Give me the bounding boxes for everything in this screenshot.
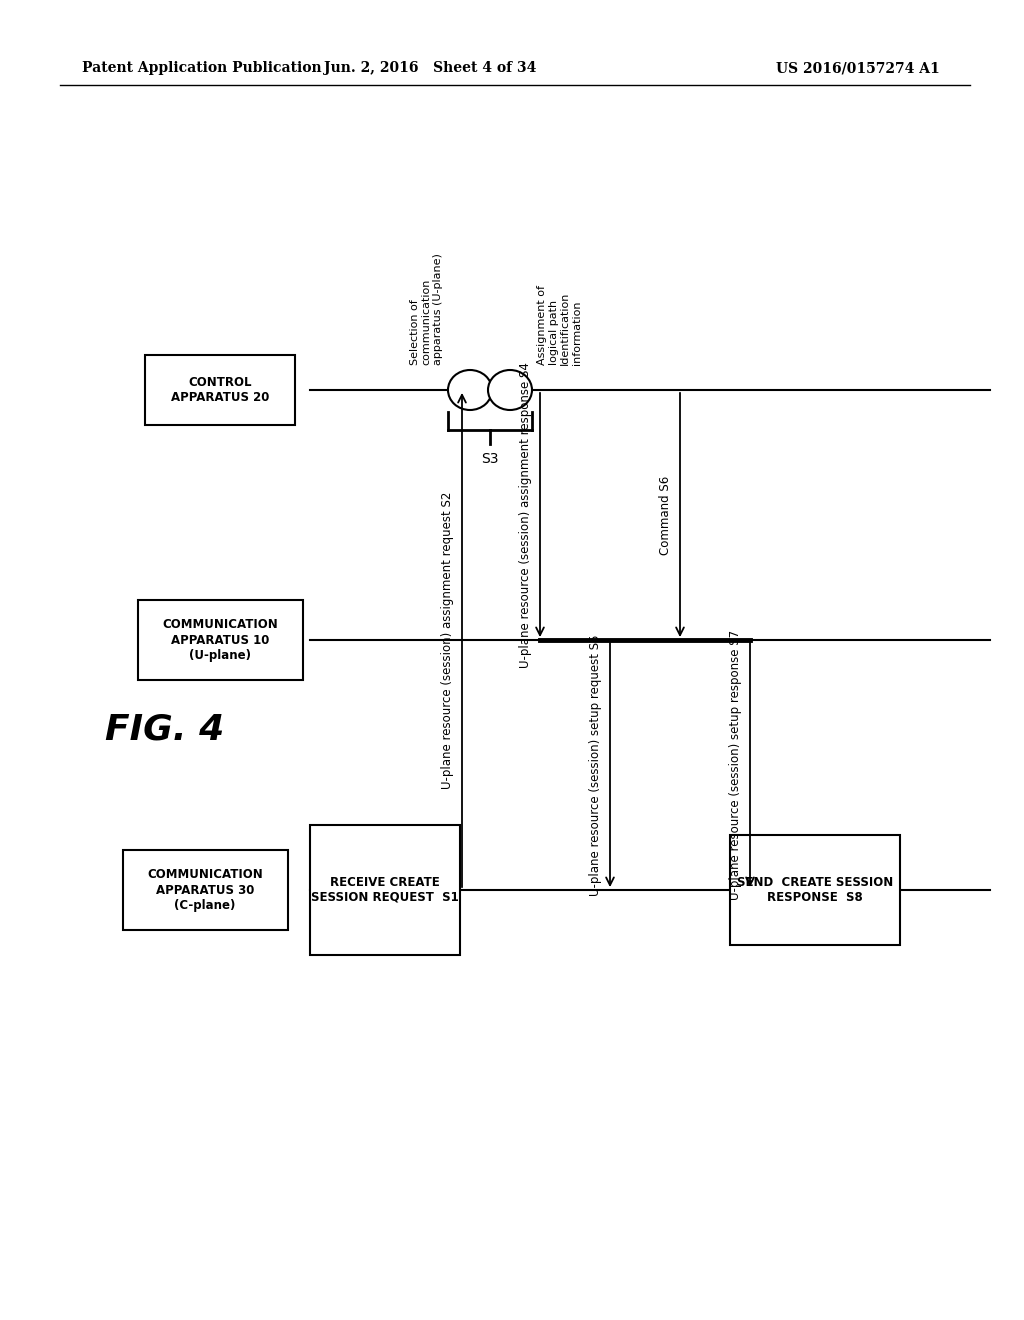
- FancyBboxPatch shape: [310, 825, 460, 954]
- Ellipse shape: [488, 370, 532, 411]
- Text: Assignment of
logical path
Identification
information: Assignment of logical path Identificatio…: [537, 285, 582, 366]
- Text: US 2016/0157274 A1: US 2016/0157274 A1: [776, 61, 940, 75]
- Text: RECEIVE CREATE
SESSION REQUEST  S1: RECEIVE CREATE SESSION REQUEST S1: [311, 876, 459, 904]
- Text: U-plane resource (session) setup request S5: U-plane resource (session) setup request…: [589, 634, 602, 896]
- Text: FIG. 4: FIG. 4: [105, 713, 224, 747]
- FancyBboxPatch shape: [730, 836, 900, 945]
- Text: CONTROL
APPARATUS 20: CONTROL APPARATUS 20: [171, 376, 269, 404]
- FancyBboxPatch shape: [137, 601, 302, 680]
- Text: Patent Application Publication: Patent Application Publication: [82, 61, 322, 75]
- FancyBboxPatch shape: [123, 850, 288, 931]
- Text: COMMUNICATION
APPARATUS 10
(U-plane): COMMUNICATION APPARATUS 10 (U-plane): [162, 619, 278, 661]
- Ellipse shape: [449, 370, 492, 411]
- Text: U-plane resource (session) assignment response S4: U-plane resource (session) assignment re…: [519, 362, 532, 668]
- Text: Command S6: Command S6: [659, 475, 672, 554]
- FancyBboxPatch shape: [145, 355, 295, 425]
- Text: SEND  CREATE SESSION
RESPONSE  S8: SEND CREATE SESSION RESPONSE S8: [737, 876, 893, 904]
- Text: U-plane resource (session) assignment request S2: U-plane resource (session) assignment re…: [441, 491, 454, 788]
- Text: COMMUNICATION
APPARATUS 30
(C-plane): COMMUNICATION APPARATUS 30 (C-plane): [147, 869, 263, 912]
- Text: Selection of
communication
apparatus (U-plane): Selection of communication apparatus (U-…: [410, 253, 443, 366]
- Text: S3: S3: [481, 451, 499, 466]
- Text: U-plane resource (session) setup response S7: U-plane resource (session) setup respons…: [729, 630, 742, 900]
- Text: Jun. 2, 2016   Sheet 4 of 34: Jun. 2, 2016 Sheet 4 of 34: [324, 61, 537, 75]
